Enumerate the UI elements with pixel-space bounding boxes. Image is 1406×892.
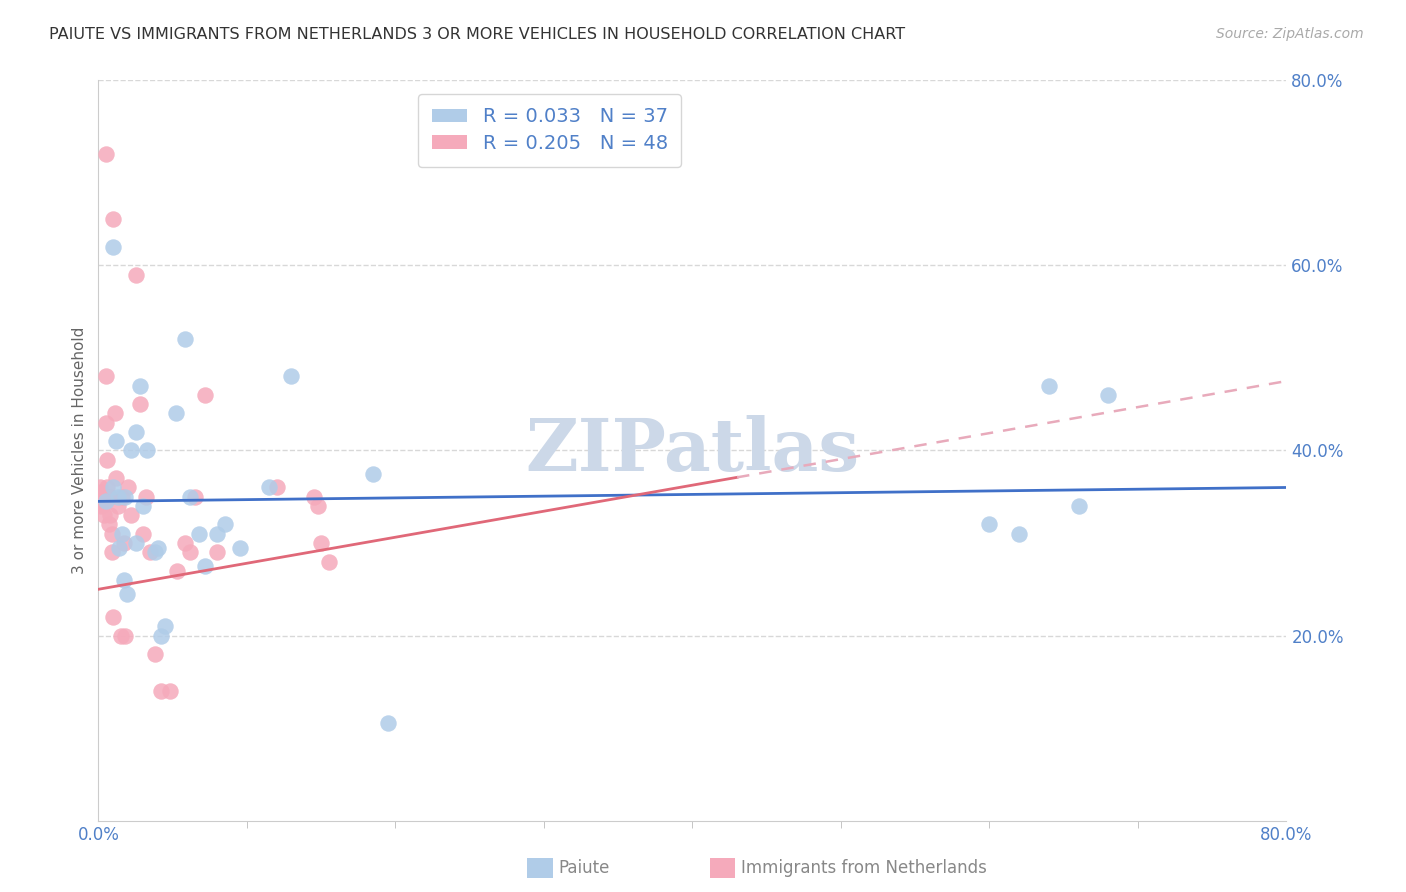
Point: [214, 517, 236, 532]
Point: [318, 554, 340, 569]
Point: [1008, 526, 1031, 541]
Point: [129, 397, 152, 411]
Point: [132, 499, 155, 513]
Point: [184, 490, 207, 504]
Point: [98, 490, 121, 504]
Point: [361, 467, 384, 481]
Point: [110, 628, 132, 642]
Point: [89, 481, 111, 495]
Point: [94, 369, 117, 384]
Text: Source: ZipAtlas.com: Source: ZipAtlas.com: [1216, 27, 1364, 41]
Legend: R = 0.033   N = 37, R = 0.205   N = 48: R = 0.033 N = 37, R = 0.205 N = 48: [419, 94, 682, 167]
Point: [114, 490, 136, 504]
Point: [302, 490, 325, 504]
Point: [136, 443, 159, 458]
Point: [1097, 388, 1119, 402]
Point: [179, 490, 201, 504]
Point: [377, 716, 399, 731]
Point: [90, 485, 112, 500]
Text: Paiute: Paiute: [558, 859, 610, 877]
Point: [89, 494, 111, 508]
Point: [280, 369, 302, 384]
Point: [94, 416, 117, 430]
Point: [98, 508, 121, 523]
Point: [104, 407, 127, 421]
Point: [117, 481, 139, 495]
Point: [135, 490, 157, 504]
Point: [132, 526, 155, 541]
Point: [124, 268, 146, 282]
Point: [166, 564, 188, 578]
Point: [205, 545, 228, 559]
Point: [139, 545, 162, 559]
Point: [1067, 499, 1090, 513]
Point: [194, 559, 217, 574]
Point: [228, 541, 250, 555]
Point: [111, 490, 134, 504]
Point: [96, 452, 118, 467]
Point: [108, 541, 131, 555]
Point: [94, 147, 117, 161]
Point: [143, 647, 166, 661]
Text: PAIUTE VS IMMIGRANTS FROM NETHERLANDS 3 OR MORE VEHICLES IN HOUSEHOLD CORRELATIO: PAIUTE VS IMMIGRANTS FROM NETHERLANDS 3 …: [49, 27, 905, 42]
Point: [103, 240, 125, 254]
Point: [101, 545, 124, 559]
Point: [90, 499, 112, 513]
Point: [103, 481, 125, 495]
Point: [96, 481, 118, 495]
Point: [107, 499, 129, 513]
Point: [112, 536, 135, 550]
Point: [114, 628, 136, 642]
Point: [129, 378, 152, 392]
Point: [120, 508, 142, 523]
Point: [194, 388, 217, 402]
Text: ZIPatlas: ZIPatlas: [526, 415, 859, 486]
Point: [266, 481, 288, 495]
Point: [105, 471, 128, 485]
Point: [112, 573, 135, 587]
Point: [257, 481, 280, 495]
Point: [97, 490, 120, 504]
Point: [91, 493, 114, 508]
Point: [93, 508, 115, 523]
Point: [143, 545, 166, 559]
Point: [188, 526, 211, 541]
Point: [97, 517, 120, 532]
Point: [1038, 378, 1060, 392]
Text: Immigrants from Netherlands: Immigrants from Netherlands: [741, 859, 987, 877]
Point: [149, 684, 172, 698]
Point: [111, 526, 134, 541]
Point: [205, 526, 228, 541]
Point: [173, 332, 195, 346]
Point: [146, 541, 169, 555]
Point: [165, 407, 187, 421]
Point: [103, 610, 125, 624]
Point: [179, 545, 201, 559]
Point: [124, 425, 146, 439]
Point: [173, 536, 195, 550]
Point: [94, 494, 117, 508]
Point: [155, 619, 177, 633]
Point: [107, 490, 129, 504]
Point: [115, 587, 138, 601]
Point: [979, 517, 1001, 532]
Point: [309, 536, 332, 550]
Point: [307, 499, 329, 513]
Point: [91, 498, 114, 512]
Y-axis label: 3 or more Vehicles in Household: 3 or more Vehicles in Household: [72, 326, 87, 574]
Point: [159, 684, 181, 698]
Point: [149, 628, 172, 642]
Point: [101, 526, 124, 541]
Point: [105, 434, 128, 449]
Point: [120, 443, 142, 458]
Point: [103, 212, 125, 227]
Point: [124, 536, 146, 550]
